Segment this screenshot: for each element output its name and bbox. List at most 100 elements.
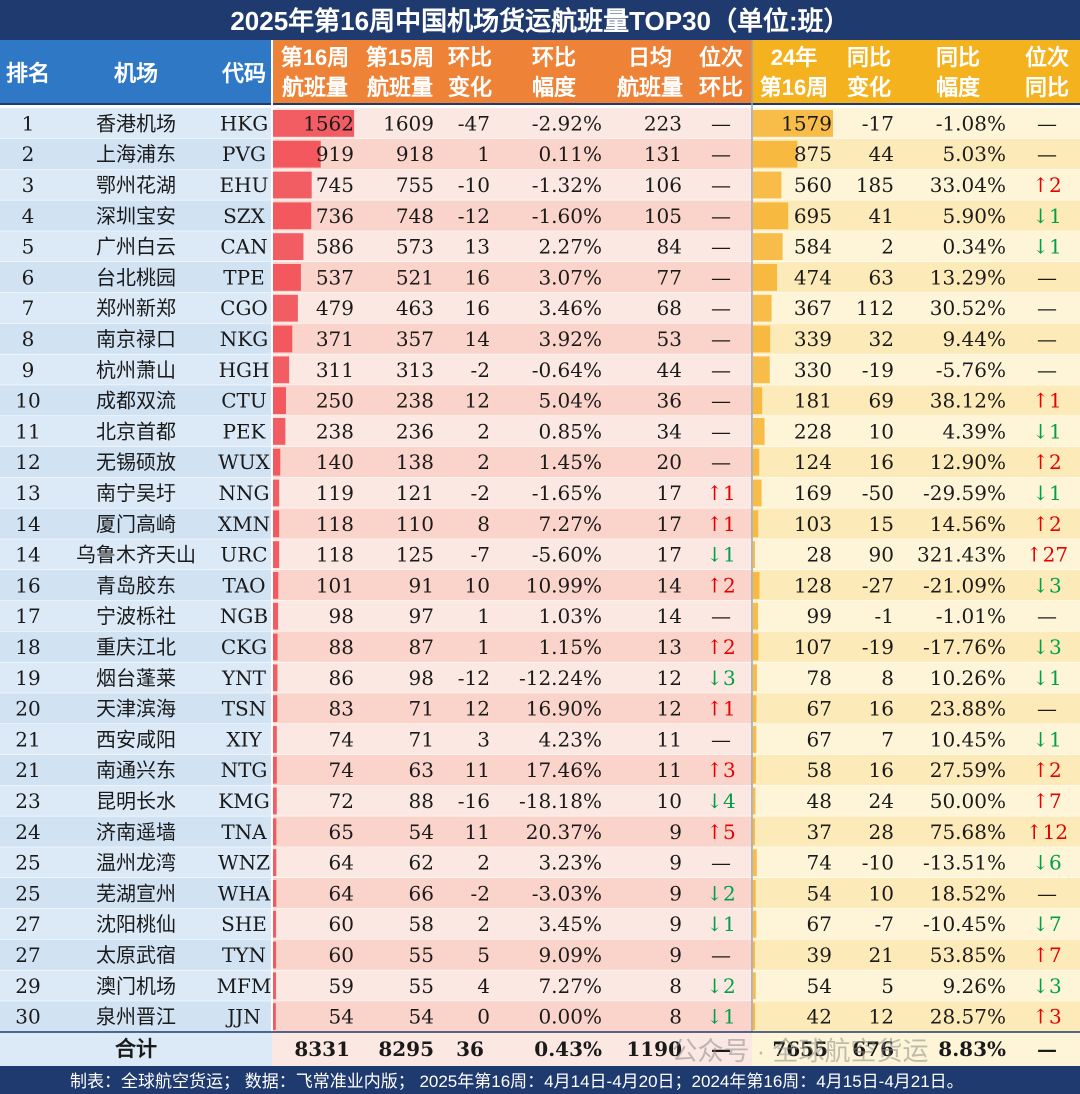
cell-wow-change: 11 (465, 758, 490, 782)
cell-wow-position: ↓2 (706, 881, 735, 905)
cell-w16: 140 (316, 450, 354, 474)
cell-rank: 17 (15, 604, 40, 628)
cell-bg-rank (0, 570, 56, 601)
cell-daily: 9 (669, 851, 682, 875)
header-text-wow-change: 环比 (448, 45, 492, 70)
cell-airport: 沈阳桃仙 (96, 913, 176, 936)
cell-bg-yoy-pct (902, 323, 1014, 355)
header-text-code: 代码 (221, 61, 266, 86)
cell-yoy-pct: 27.59% (930, 758, 1006, 782)
cell-bg-w15 (358, 385, 442, 416)
cell-y24w16: 37 (807, 820, 832, 844)
cell-yoy-position: — (1037, 697, 1057, 721)
cell-bg-w16 (272, 539, 358, 570)
y24w16-data-bar (753, 633, 759, 661)
cell-bg-wow-change (442, 354, 498, 386)
total-yoy-change: 676 (852, 1037, 894, 1061)
cell-bg-yoy-change (836, 570, 902, 601)
table-row: 29 澳门机场 MFM 59 55 4 7.27% 8 ↓2 54 5 9.26% ↓3 (0, 970, 1080, 1002)
cell-bg-w16 (272, 908, 358, 940)
cell-w16: 60 (329, 912, 354, 936)
cell-wow-pct: 17.46% (526, 758, 602, 782)
cell-bg-daily (610, 631, 690, 663)
total-row: 合计 8331 8295 36 0.43% 1190 — 7655 676 8.83% — (0, 1031, 1080, 1066)
cell-yoy-pct: 5.03% (942, 142, 1006, 166)
cell-bg-yoy-pct (902, 816, 1014, 848)
cell-bg-daily (610, 138, 690, 170)
cell-daily: 11 (657, 727, 682, 751)
cell-bg-yoy-change (836, 847, 902, 878)
cell-wow-position: ↓2 (706, 974, 735, 998)
cell-wow-position: — (711, 450, 731, 474)
cell-code: NNG (219, 481, 270, 505)
cell-daily: 53 (657, 327, 682, 351)
cell-bg-yoy-change (836, 970, 902, 1002)
cell-wow-position: ↑2 (706, 573, 735, 597)
total-label: 合计 (115, 1037, 157, 1061)
table-row: 24 济南遥墙 TNA 65 54 11 20.37% 9 ↑5 37 28 75.68% ↑12 (0, 816, 1080, 848)
y24w16-data-bar (753, 325, 771, 353)
cell-bg-yoy-change (836, 446, 902, 478)
cell-bg-yoy-change (836, 262, 902, 293)
cell-wow-change: 8 (477, 512, 490, 536)
cell-bg-code (216, 908, 272, 940)
cell-daily: 8 (669, 1005, 682, 1029)
cell-bg-yoy-position (1014, 539, 1080, 570)
cell-w16: 72 (329, 789, 354, 813)
cell-bg-code (216, 1001, 272, 1032)
cell-yoy-position: ↑3 (1032, 1005, 1061, 1029)
cell-bg-wow-pct (498, 231, 610, 262)
cell-bg-daily (610, 600, 690, 632)
cell-yoy-pct: -29.59% (923, 481, 1006, 505)
cell-yoy-pct: -17.76% (923, 635, 1006, 659)
cell-bg-yoy-change (836, 200, 902, 232)
cell-airport: 重庆江北 (96, 636, 176, 659)
y24w16-data-bar (753, 202, 789, 230)
cell-w15: 236 (396, 419, 434, 443)
table-row: 7 郑州新郑 CGO 479 463 16 3.46% 68 — 367 112 30.52% — (0, 292, 1080, 325)
cell-bg-wow-position (690, 446, 752, 478)
cell-bg-yoy-position (1014, 908, 1080, 940)
cell-yoy-position: ↑7 (1032, 789, 1061, 813)
w16-data-bar (273, 356, 290, 384)
cell-bg-yoy-position (1014, 1001, 1080, 1032)
y24w16-data-bar (753, 941, 755, 969)
header-text-yoy-pct: 幅度 (936, 75, 981, 100)
cell-daily: 17 (657, 512, 682, 536)
cell-airport: 南宁吴圩 (96, 482, 176, 505)
cell-wow-change: 16 (465, 265, 490, 289)
cell-bg-wow-change (442, 292, 498, 324)
cell-wow-change: 5 (477, 943, 490, 967)
cell-yoy-position: ↓1 (1032, 481, 1061, 505)
cell-bg-yoy-pct (902, 878, 1014, 909)
table-row: 9 杭州萧山 HGH 311 313 -2 -0.64% 44 — 330 -19 -5.76% — (0, 354, 1080, 386)
cell-bg-w16 (272, 693, 358, 724)
cell-bg-airport (56, 754, 216, 786)
cell-yoy-change: -17 (862, 111, 894, 135)
cell-yoy-position: — (1037, 142, 1057, 166)
cell-yoy-pct: 33.04% (930, 173, 1006, 197)
cell-bg-wow-position (690, 600, 752, 632)
cell-bg-daily (610, 970, 690, 1002)
cell-bg-yoy-change (836, 724, 902, 755)
cell-w16: 101 (316, 573, 354, 597)
cell-y24w16: 103 (794, 512, 832, 536)
cell-yoy-change: -19 (862, 635, 894, 659)
cell-bg-w16 (272, 754, 358, 786)
cell-wow-pct: 1.45% (538, 450, 602, 474)
y24w16-data-bar (753, 387, 763, 414)
cell-yoy-change: 2 (881, 235, 894, 259)
cell-bg-wow-change (442, 662, 498, 694)
cell-code: SZX (223, 204, 266, 228)
cell-code: MFM (217, 974, 272, 998)
cell-y24w16: 48 (807, 789, 832, 813)
cell-bg-yoy-pct (902, 939, 1014, 971)
cell-bg-daily (610, 477, 690, 509)
cell-code: PVG (222, 142, 266, 166)
cell-yoy-position: ↓6 (1032, 851, 1061, 875)
cell-y24w16: 99 (807, 604, 832, 628)
cell-yoy-pct: -1.01% (936, 604, 1006, 628)
cell-w16: 586 (316, 235, 354, 259)
cell-bg-airport (56, 323, 216, 355)
cell-bg-wow-pct (498, 169, 610, 201)
